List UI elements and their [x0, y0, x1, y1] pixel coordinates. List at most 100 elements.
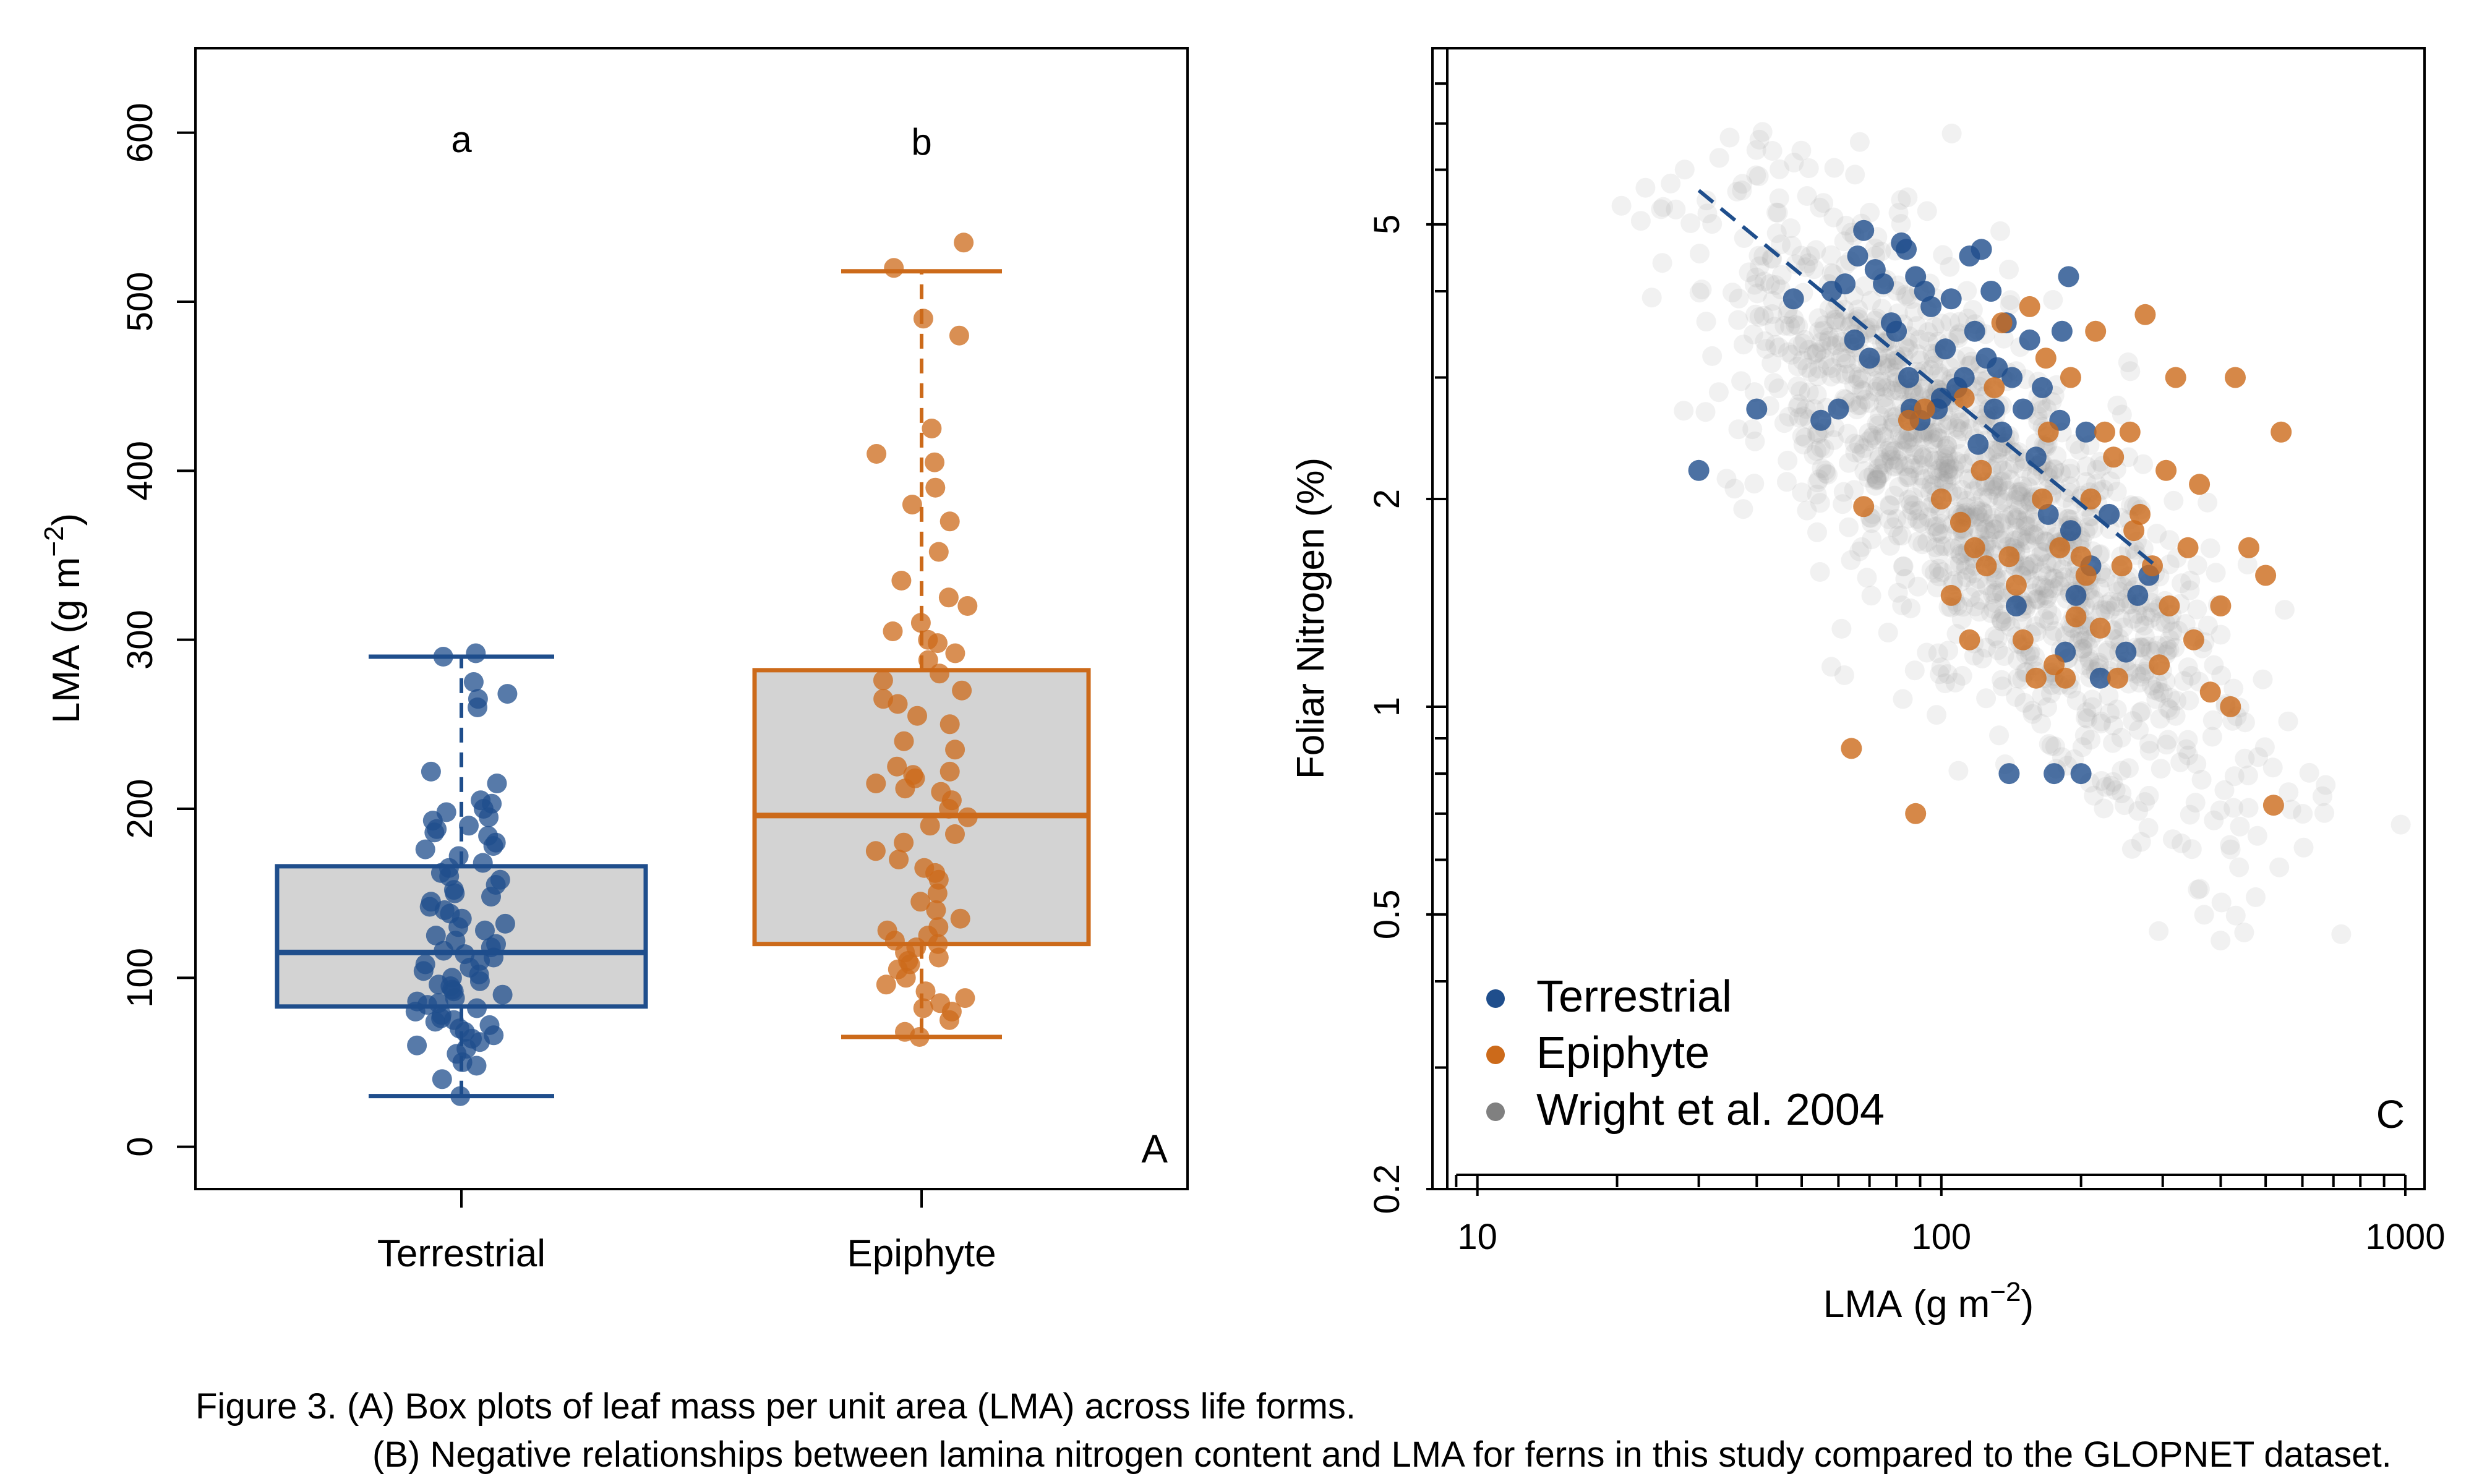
wright-point	[2015, 511, 2035, 531]
wright-point	[2074, 655, 2094, 675]
wright-point	[1854, 438, 1874, 458]
wright-point	[2229, 857, 2249, 877]
wright-point	[1804, 445, 1824, 465]
wright-point	[1723, 283, 1742, 303]
wright-point	[2025, 647, 2045, 667]
wright-point	[2331, 924, 2352, 944]
wright-point	[1984, 474, 2005, 495]
wright-point	[2211, 665, 2232, 686]
wright-point	[2026, 576, 2047, 596]
wright-point	[2011, 487, 2031, 507]
wright-point	[1865, 310, 1885, 331]
panel-c-scatter-plot: 10 100 1000 0.2 0.5 1 2 5 Terrestrial Epiphyte…	[1290, 47, 2445, 1326]
wright-point	[1674, 401, 1694, 421]
wright-point	[2018, 516, 2038, 537]
wright-point	[1804, 259, 1824, 279]
wright-point	[1927, 705, 1946, 725]
epiphyte-point	[2094, 421, 2115, 443]
wright-point	[1766, 275, 1786, 295]
wright-point	[1661, 173, 1681, 194]
wright-point	[2198, 615, 2218, 636]
epiphyte-point	[2119, 421, 2141, 443]
epiphyte-point	[1991, 312, 2013, 334]
epiphyte-point	[2210, 595, 2232, 616]
wright-point	[2030, 547, 2050, 567]
wright-point	[1992, 437, 2012, 457]
wright-point	[1731, 371, 1752, 391]
wright-point	[1768, 203, 1788, 223]
wright-point	[1866, 430, 1886, 450]
terrestrial-point	[1964, 320, 1985, 342]
wright-point	[1847, 369, 1868, 390]
epiphyte-point	[910, 892, 931, 912]
wright-point	[1869, 446, 1890, 467]
wright-point	[1918, 331, 1938, 352]
wright-point	[2160, 610, 2180, 631]
wright-point	[1729, 288, 1749, 309]
wright-point	[1953, 421, 1973, 441]
wright-point	[1892, 595, 1912, 616]
epiphyte-point	[1914, 398, 1935, 420]
wright-point	[2018, 560, 2039, 580]
wright-point	[1904, 660, 1925, 681]
wright-point	[1780, 316, 1800, 336]
wright-point	[1852, 537, 1872, 557]
wright-point	[1787, 376, 1808, 396]
wright-point	[1933, 474, 1954, 494]
panel-a-jitter-points	[405, 232, 978, 1106]
wright-point	[2181, 839, 2202, 859]
wright-point	[1984, 599, 2004, 619]
terrestrial-point	[2005, 595, 2027, 616]
wright-point	[1872, 376, 1892, 396]
wright-point	[2391, 814, 2411, 835]
wright-point	[2210, 800, 2230, 821]
terrestrial-point	[1859, 348, 1880, 369]
wright-point	[2100, 703, 2120, 723]
wright-point	[1929, 566, 1950, 587]
y-tick-label-300: 300	[120, 610, 160, 670]
terrestrial-point	[1953, 367, 1975, 388]
wright-point	[1798, 253, 1818, 273]
wright-point	[1948, 487, 1969, 507]
terrestrial-point	[445, 988, 465, 1009]
wright-point	[2031, 575, 2052, 595]
y-tick-label-5: 5	[1367, 215, 1407, 234]
wright-point	[1768, 378, 1789, 399]
wright-point	[1709, 148, 1729, 168]
wright-point	[1933, 448, 1954, 469]
wright-point	[1885, 485, 1904, 506]
epiphyte-point	[2149, 654, 2170, 676]
epiphyte-point	[930, 663, 949, 684]
terrestrial-point	[2044, 763, 2065, 785]
wright-point	[2008, 481, 2029, 501]
wright-point	[1748, 166, 1769, 187]
epiphyte-point	[2075, 565, 2097, 586]
epiphyte-point	[1898, 409, 1919, 431]
wright-point	[1943, 466, 1963, 485]
wright-point	[1975, 476, 1996, 497]
wright-point	[1923, 422, 1943, 443]
wright-point	[2134, 655, 2155, 675]
terrestrial-point	[492, 984, 513, 1005]
wright-point	[1907, 509, 1927, 529]
wright-point	[1953, 453, 1973, 474]
wright-point	[1769, 337, 1789, 357]
wright-point	[2191, 770, 2212, 790]
terrestrial-point	[495, 913, 515, 934]
epiphyte-point	[2111, 555, 2133, 577]
epiphyte-point	[894, 832, 914, 853]
wright-point	[1859, 317, 1880, 338]
wright-point	[1807, 441, 1827, 461]
epiphyte-point	[957, 807, 978, 827]
terrestrial-point	[1886, 320, 1907, 342]
wright-point	[1939, 454, 1959, 474]
terrestrial-point	[1998, 763, 2020, 785]
legend-label-epiphyte: Epiphyte	[1536, 1028, 1710, 1078]
wright-point	[2299, 762, 2319, 783]
wright-point	[2037, 589, 2057, 609]
wright-point	[1921, 560, 1941, 580]
wright-point	[2135, 792, 2155, 812]
wright-point	[1928, 362, 1949, 383]
wright-point	[1810, 562, 1830, 582]
wright-point	[1897, 286, 1917, 307]
